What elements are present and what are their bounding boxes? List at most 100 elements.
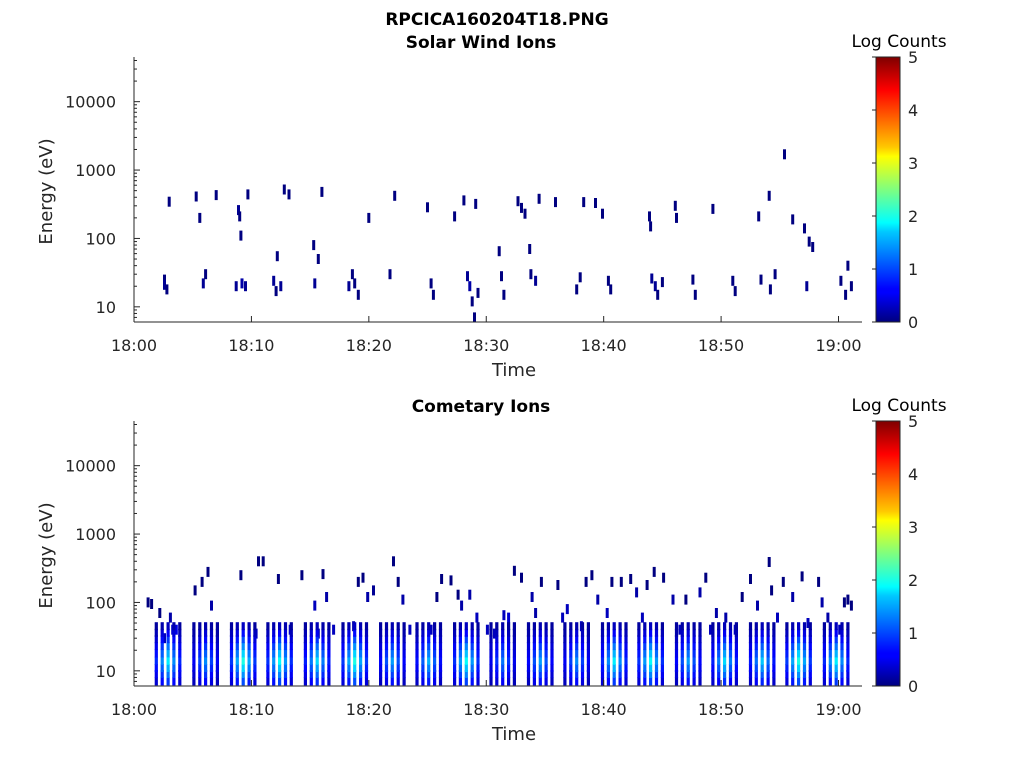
burst-cell: [575, 635, 579, 644]
burst-cell: [321, 670, 325, 678]
burst-cell: [606, 677, 610, 686]
burst-cell: [402, 642, 406, 651]
burst-cell: [433, 628, 437, 637]
data-cell: [807, 236, 811, 247]
burst-cell: [760, 664, 764, 672]
burst-cell: [501, 670, 505, 678]
burst-cell: [379, 670, 383, 678]
burst-cell: [427, 628, 431, 637]
burst-cell: [198, 677, 202, 686]
burst-cell: [359, 635, 363, 644]
burst-cell: [643, 642, 647, 651]
burst-cell: [808, 664, 812, 672]
burst-cell: [309, 628, 313, 637]
burst-cell: [384, 622, 389, 631]
burst-cell: [586, 642, 590, 651]
burst-cell: [278, 677, 282, 686]
burst-cell: [512, 635, 516, 644]
burst-cell: [723, 628, 727, 637]
burst-cell: [327, 635, 331, 644]
burst-cell: [760, 622, 764, 631]
burst-cell: [728, 628, 733, 637]
burst-cell: [489, 628, 493, 637]
burst-cell: [235, 670, 239, 678]
burst-cell: [660, 670, 664, 678]
burst-cell: [600, 635, 605, 644]
data-cell: [361, 572, 365, 583]
burst-cell: [532, 664, 536, 672]
burst-cell: [840, 677, 844, 686]
burst-cell: [379, 677, 383, 686]
burst-cell: [384, 664, 389, 672]
burst-cell: [538, 670, 542, 678]
burst-cell: [772, 677, 776, 686]
burst-cell: [495, 649, 499, 658]
burst-cell: [698, 656, 702, 665]
burst-cell: [215, 656, 219, 665]
burst-cell: [649, 656, 653, 665]
burst-cell: [229, 670, 234, 678]
burst-cell: [660, 649, 664, 658]
burst-cell: [315, 635, 319, 644]
burst-cell: [649, 677, 653, 686]
data-cell: [584, 576, 588, 587]
burst-cell: [624, 656, 628, 665]
burst-cell: [353, 628, 357, 637]
data-cell: [653, 281, 657, 292]
burst-cell: [586, 670, 590, 678]
data-cell: [776, 612, 779, 623]
burst-cell: [728, 622, 733, 631]
burst-cell: [674, 649, 679, 658]
burst-cell: [580, 628, 585, 637]
data-cell: [493, 628, 496, 639]
burst-cell: [160, 628, 164, 637]
burst-cell: [341, 649, 345, 658]
burst-cell: [283, 642, 288, 651]
burst-cell: [654, 649, 659, 658]
burst-cell: [198, 670, 202, 678]
burst-cell: [160, 670, 164, 678]
data-cell: [279, 281, 283, 292]
burst-cell: [532, 622, 536, 631]
burst-cell: [396, 628, 400, 637]
burst-cell: [303, 622, 307, 631]
data-cell: [240, 278, 244, 289]
burst-cell: [192, 656, 196, 665]
burst-cell: [470, 649, 474, 658]
burst-group: [154, 622, 850, 686]
burst-cell: [772, 656, 776, 665]
data-cell: [609, 284, 613, 295]
burst-cell: [198, 649, 202, 658]
burst-cell: [563, 677, 567, 686]
data-cell: [320, 186, 324, 197]
data-cell: [500, 271, 503, 282]
burst-cell: [624, 677, 628, 686]
burst-cell: [470, 642, 474, 651]
data-cell: [849, 600, 853, 611]
burst-cell: [166, 664, 170, 672]
burst-cell: [341, 642, 345, 651]
data-cell: [168, 612, 172, 623]
burst-cell: [433, 635, 437, 644]
data-cell: [239, 230, 243, 241]
burst-cell: [464, 656, 468, 665]
burst-cell: [834, 635, 838, 644]
burst-cell: [272, 664, 276, 672]
burst-cell: [198, 664, 202, 672]
burst-cell: [586, 622, 590, 631]
burst-cell: [680, 622, 684, 631]
data-cell: [158, 608, 162, 618]
burst-cell: [550, 656, 554, 665]
burst-cell: [415, 622, 419, 631]
burst-cell: [160, 649, 164, 658]
burst-cell: [154, 677, 158, 686]
burst-cell: [229, 649, 234, 658]
burst-cell: [840, 642, 844, 651]
burst-cell: [315, 622, 319, 631]
data-cell: [174, 624, 178, 635]
data-cell: [150, 599, 154, 609]
burst-cell: [272, 635, 276, 644]
burst-cell: [427, 664, 431, 672]
burst-cell: [283, 656, 288, 665]
